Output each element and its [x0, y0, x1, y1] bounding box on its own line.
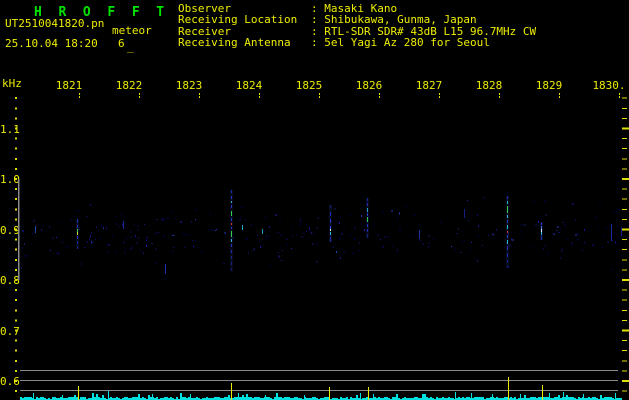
y-tick-label: 0.8	[0, 274, 20, 287]
x-tick-label: 1821	[55, 79, 83, 92]
minor-echo-streaks	[35, 209, 622, 274]
info-colon: :	[311, 2, 325, 15]
noise-speckle	[20, 196, 619, 271]
info-value: Shibukawa, Gunma, Japan	[324, 13, 477, 27]
x-tick-label: 1828	[475, 79, 503, 92]
info-label: Receiving Location	[178, 13, 298, 27]
frequency-band-marker	[18, 179, 20, 280]
station-info-row: Receiving Antenna: 5el Yagi Az 280 for S…	[178, 36, 536, 50]
x-tick-label: 1827	[415, 79, 443, 92]
output-filename: UT2510041820.pn	[5, 17, 105, 30]
meteor-count: 6	[118, 37, 125, 50]
info-colon: :	[311, 24, 325, 38]
y-axis-ticks-left	[15, 97, 17, 393]
meteor-event-spikes	[78, 377, 543, 400]
info-label: Receiving Antenna	[178, 36, 291, 50]
y-axis-ticks-right	[622, 97, 629, 392]
x-tick-label: 1825	[295, 79, 323, 92]
info-value: 5el Yagi Az 280 for Seoul	[324, 36, 490, 50]
level-reference-lines	[20, 370, 618, 391]
info-value: RTL-SDR SDR# 43dB L15 96.7MHz CW	[324, 24, 537, 38]
info-value: Masaki Kano	[324, 2, 398, 15]
x-tick-label: 1830.	[592, 79, 626, 92]
meteor-echo-streaks	[76, 190, 543, 271]
x-tick-label: 1826	[355, 79, 383, 92]
y-tick-label: 0.9	[0, 223, 20, 237]
date-time: 25.10.04 18:20	[5, 37, 98, 50]
info-colon: :	[311, 13, 325, 27]
y-tick-label: 1.1	[0, 122, 20, 136]
station-info-row: Receiving Location: Shibukawa, Gunma, Ja…	[178, 13, 536, 27]
station-info-row: Receiver: RTL-SDR SDR# 43dB L15 96.7MHz …	[178, 24, 537, 38]
y-tick-label: 0.7	[0, 324, 20, 338]
x-tick-label: 1829	[535, 79, 563, 92]
y-tick-label: 0.6	[0, 375, 20, 388]
station-info: Observer: Masaki Kano Receiving Location:…	[178, 3, 536, 49]
info-label: Receiver	[178, 24, 231, 38]
x-tick-label: 1824	[235, 79, 263, 92]
y-axis-unit: kHz	[2, 77, 22, 90]
info-colon: :	[311, 36, 325, 50]
x-axis-ticks	[79, 93, 620, 98]
y-tick-label: 1.0	[0, 173, 20, 186]
text-cursor: _	[127, 40, 134, 53]
x-tick-label: 1822	[115, 79, 143, 92]
overlay-label-meteor: meteor	[111, 24, 153, 37]
info-label: Observer	[178, 2, 231, 15]
noise-level-trace	[20, 391, 622, 400]
x-tick-label: 1823	[175, 79, 203, 92]
station-info-row: Observer: Masaki Kano	[178, 2, 536, 15]
app-title: H R O F F T	[34, 5, 169, 20]
